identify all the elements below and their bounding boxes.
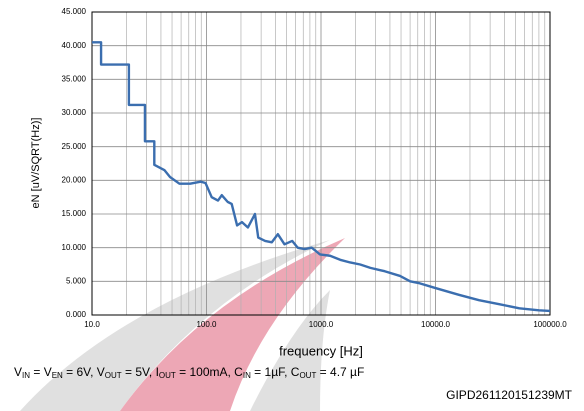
condition-text: = V <box>30 365 52 379</box>
x-tick-label: 100.0 <box>196 320 217 329</box>
conditions: VIN = VEN = 6V, VOUT = 5V, IOUT = 100mA,… <box>14 365 364 380</box>
plot-area: 0.000 5.000 10.000 15.000 20.000 25.000 30.000… <box>62 7 568 329</box>
footer: GIPD261120151239MT <box>446 388 573 402</box>
y-tick-label: 35.000 <box>62 74 87 83</box>
subscript: IN <box>22 371 30 380</box>
x-tick-label: 1000.0 <box>309 320 334 329</box>
y-tick-label: 15.000 <box>62 209 87 218</box>
y-tick-label: 30.000 <box>62 108 87 117</box>
y-tick-label: 0.000 <box>66 310 87 319</box>
y-tick-label: 20.000 <box>62 175 87 184</box>
subscript: OUT <box>105 371 122 380</box>
condition-text: = 4.7 µF <box>316 365 364 379</box>
y-tick-label: 5.000 <box>66 276 87 285</box>
y-tick-label: 45.000 <box>62 7 87 16</box>
data-line <box>92 41 551 313</box>
condition-text: = 5V, I <box>122 365 159 379</box>
y-tick-label: 40.000 <box>62 41 87 50</box>
subscript: EN <box>52 371 63 380</box>
x-tick-label: 10.0 <box>84 320 100 329</box>
condition-text: = 6V, V <box>63 365 105 379</box>
subscript: OUT <box>159 371 176 380</box>
condition-text: = 100mA, C <box>176 365 243 379</box>
watermark <box>20 238 345 411</box>
x-tick-label: 100000.0 <box>533 320 567 329</box>
subscript: IN <box>243 371 251 380</box>
condition-text: V <box>14 365 22 379</box>
subscript: OUT <box>299 371 316 380</box>
x-axis-label: frequency [Hz] <box>279 343 363 358</box>
y-tick-label: 10.000 <box>62 243 87 252</box>
condition-text: = 1µF, C <box>251 365 300 379</box>
y-tick-label: 25.000 <box>62 142 87 151</box>
plot-border <box>91 11 551 316</box>
y-axis-label: eN [uV/SQRT(Hz)] <box>30 118 42 209</box>
x-tick-label: 10000.0 <box>421 320 450 329</box>
